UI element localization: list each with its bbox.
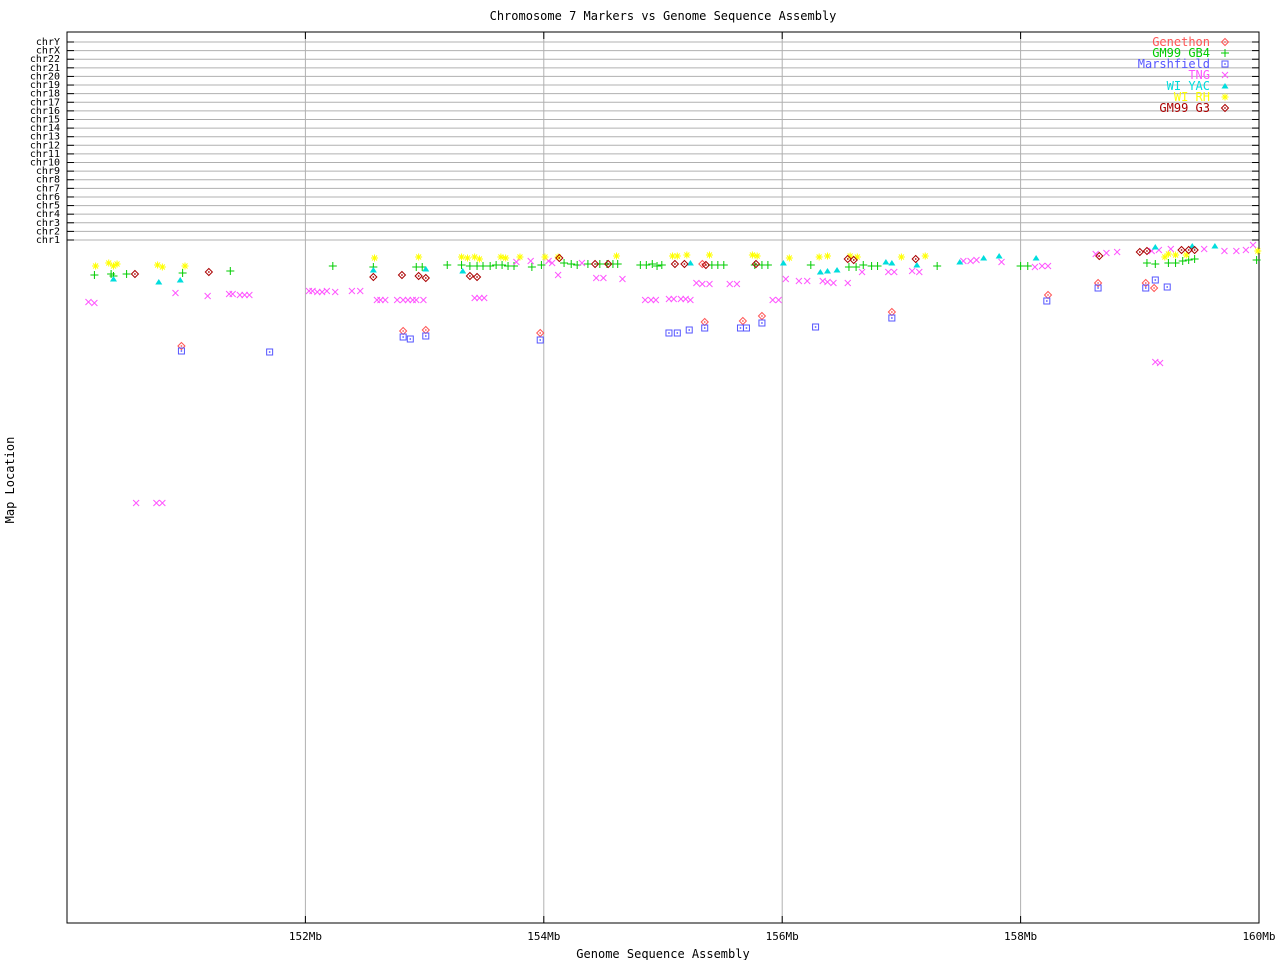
legend-label: TNG [1188,68,1210,82]
x-tick-label: 154Mb [527,930,560,943]
legend-marker-plus-icon [1221,49,1229,57]
series-wi-yac [109,243,1219,285]
y-tick-label: chr3 [36,218,60,229]
y-axis-title: Map Location [3,436,17,524]
y-tick-label: chr2 [36,226,60,237]
legend-marker-open-diamond-dot-icon [1220,103,1230,113]
legend-label: Genethon [1152,35,1210,49]
legend-marker-open-diamond-dot-icon [1220,37,1230,47]
y-tick-label: chr15 [30,114,60,125]
y-tick-label: chr5 [36,201,60,212]
y-tick-label: chr6 [36,192,60,203]
legend-label: WI RH [1174,90,1210,104]
y-tick-label: chr13 [30,132,60,143]
y-tick-label: chr12 [30,140,60,151]
x-tick-label: 156Mb [766,930,799,943]
legend-marker-open-square-dot-icon [1221,60,1229,68]
y-tick-label: chr16 [30,106,60,117]
series-marshfield [177,276,1171,356]
legend-label: GM99 G3 [1159,101,1210,115]
y-tick-label: chrX [36,46,60,57]
plot-border [66,31,1260,924]
legend-marker-triangle-filled-icon [1221,83,1229,89]
y-tick-label: chr11 [30,149,60,160]
y-tick-label: chr14 [30,123,60,134]
series-tng [85,241,1257,507]
y-tick-label: chr20 [30,71,60,82]
legend-label: WI YAC [1167,79,1210,93]
x-tick-label: 158Mb [1004,930,1037,943]
series-wi-rh [92,247,1262,271]
y-tick-label: chr18 [30,89,60,100]
y-tick-label: chrY [36,37,60,48]
y-tick-label: chr21 [30,63,60,74]
legend-label: GM99 GB4 [1152,46,1210,60]
legend-marker-asterisk-icon [1221,93,1229,101]
y-tick-label: chr8 [36,175,60,186]
legend-label: Marshfield [1138,57,1210,71]
series-gm99-g3 [130,245,1199,283]
y-tick-label: chr19 [30,80,60,91]
y-tick-label: chr9 [36,166,60,177]
x-axis-title: Genome Sequence Assembly [576,947,750,960]
x-tick-label: 152Mb [289,930,322,943]
legend-marker-x-cross-icon [1221,71,1229,79]
y-tick-label: chr4 [36,209,60,220]
y-tick-label: chr10 [30,158,60,169]
y-tick-label: chr7 [36,183,60,194]
series-gm99-gb4 [90,255,1261,280]
chart-title: Chromosome 7 Markers vs Genome Sequence … [489,9,837,23]
x-tick-label: 160Mb [1242,930,1275,943]
y-tick-label: chr17 [30,97,60,108]
y-tick-label: chr22 [30,54,60,65]
y-tick-label: chr1 [36,235,60,246]
